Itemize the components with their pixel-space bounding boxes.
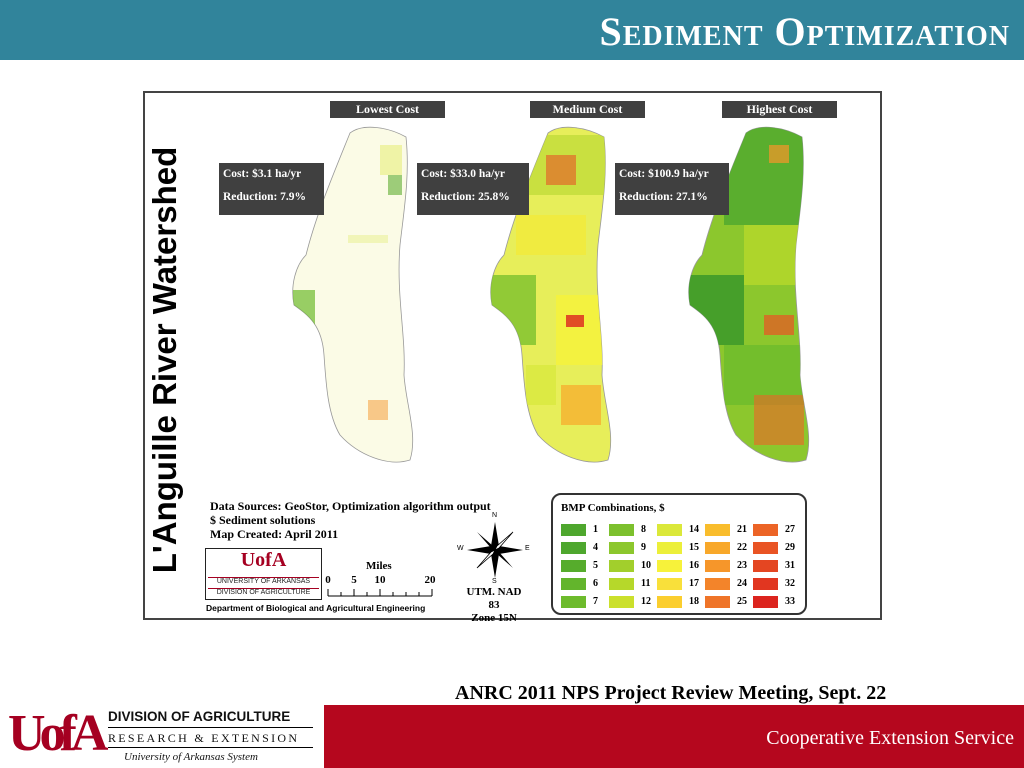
map-created: Map Created: April 2011 bbox=[210, 527, 339, 541]
projection-info: UTM. NAD 83 Zone 15N bbox=[460, 586, 528, 625]
legend-label: 4 bbox=[593, 542, 598, 553]
legend-swatch bbox=[657, 578, 682, 590]
cost-box-medium: Cost: $33.0 ha/yr Reduction: 25.8% bbox=[417, 163, 529, 215]
legend-label: 29 bbox=[785, 542, 795, 553]
legend-swatch bbox=[561, 596, 586, 608]
legend-label: 7 bbox=[593, 596, 598, 607]
legend-swatch bbox=[753, 542, 778, 554]
panel-label-lowest: Lowest Cost bbox=[330, 101, 445, 118]
legend-swatch bbox=[609, 578, 634, 590]
solutions-note: $ Sediment solutions bbox=[210, 513, 316, 527]
panel-label-highest: Highest Cost bbox=[722, 101, 837, 118]
cost-box-highest: Cost: $100.9 ha/yr Reduction: 27.1% bbox=[615, 163, 729, 215]
legend-swatch bbox=[705, 578, 730, 590]
legend-swatch bbox=[561, 524, 586, 536]
divider bbox=[108, 727, 313, 728]
legend-label: 5 bbox=[593, 560, 598, 571]
compass-s: S bbox=[492, 578, 497, 585]
legend-swatch bbox=[753, 578, 778, 590]
reduction-value: Reduction: 7.9% bbox=[223, 191, 307, 203]
university-system: University of Arkansas System bbox=[124, 751, 258, 763]
legend-label: 1 bbox=[593, 524, 598, 535]
legend-swatch bbox=[753, 596, 778, 608]
legend-label: 22 bbox=[737, 542, 747, 553]
legend-swatch bbox=[657, 524, 682, 536]
legend-swatch bbox=[753, 524, 778, 536]
scale-tick-10: 10 bbox=[374, 574, 386, 586]
legend-label: 9 bbox=[641, 542, 646, 553]
legend-label: 12 bbox=[641, 596, 651, 607]
legend-label: 27 bbox=[785, 524, 795, 535]
map-title: L'Anguille River Watershed bbox=[146, 146, 183, 574]
scale-title: Miles bbox=[366, 560, 392, 572]
cost-value: Cost: $3.1 ha/yr bbox=[223, 168, 302, 180]
data-sources: Data Sources: GeoStor, Optimization algo… bbox=[210, 499, 491, 513]
slide-title: Sediment Optimization bbox=[599, 9, 1010, 54]
scale-tick-0: 0 bbox=[325, 574, 331, 586]
legend-label: 11 bbox=[641, 578, 651, 589]
legend-swatch bbox=[705, 596, 730, 608]
legend-swatch bbox=[657, 560, 682, 572]
legend-label: 31 bbox=[785, 560, 795, 571]
legend-swatch bbox=[657, 542, 682, 554]
legend-label: 21 bbox=[737, 524, 747, 535]
service-name: Cooperative Extension Service bbox=[766, 727, 1014, 749]
divider bbox=[108, 747, 313, 748]
legend-swatch bbox=[753, 560, 778, 572]
legend-swatch bbox=[561, 578, 586, 590]
legend-label: 10 bbox=[641, 560, 651, 571]
scale-tick-20: 20 bbox=[424, 574, 436, 586]
legend-label: 16 bbox=[689, 560, 699, 571]
legend-swatch bbox=[561, 560, 586, 572]
legend-label: 15 bbox=[689, 542, 699, 553]
cost-value: Cost: $100.9 ha/yr bbox=[619, 168, 709, 180]
legend-label: 24 bbox=[737, 578, 747, 589]
reduction-value: Reduction: 25.8% bbox=[421, 191, 510, 203]
division-name: DIVISION OF AGRICULTURE bbox=[108, 709, 291, 724]
legend-swatch bbox=[705, 524, 730, 536]
department-name: Department of Biological and Agricultura… bbox=[206, 603, 426, 613]
map-metadata: Data Sources: GeoStor, Optimization algo… bbox=[210, 499, 491, 541]
compass-n: N bbox=[492, 512, 498, 519]
compass-w: W bbox=[457, 545, 464, 552]
header-bar bbox=[0, 0, 1024, 60]
legend-label: 32 bbox=[785, 578, 795, 589]
projection-line1: UTM. NAD 83 bbox=[466, 586, 522, 611]
cost-value: Cost: $33.0 ha/yr bbox=[421, 168, 506, 180]
uark-logo-mark: UofA bbox=[240, 549, 287, 571]
panel-label-medium: Medium Cost bbox=[530, 101, 645, 118]
uofa-logo: UofA bbox=[8, 705, 108, 762]
cost-box-lowest: Cost: $3.1 ha/yr Reduction: 7.9% bbox=[219, 163, 324, 215]
legend-label: 14 bbox=[689, 524, 699, 535]
legend-swatch bbox=[609, 596, 634, 608]
legend-swatch bbox=[705, 542, 730, 554]
legend-label: 17 bbox=[689, 578, 699, 589]
research-extension: RESEARCH & EXTENSION bbox=[108, 731, 300, 745]
scale-bar bbox=[327, 589, 433, 597]
legend-swatch bbox=[609, 524, 634, 536]
uark-logo-line1: UNIVERSITY OF ARKANSAS bbox=[208, 577, 319, 585]
footer-bar: Cooperative Extension Service bbox=[324, 705, 1024, 768]
legend-swatch bbox=[657, 596, 682, 608]
legend-label: 8 bbox=[641, 524, 646, 535]
north-arrow-icon bbox=[467, 522, 523, 578]
compass-e: E bbox=[525, 545, 530, 552]
bmp-legend: BMP Combinations, $ 1 4 5 6 7 8 9 10 11 12 14 15 16 1… bbox=[551, 493, 807, 615]
legend-label: 6 bbox=[593, 578, 598, 589]
uark-logo: UofA UNIVERSITY OF ARKANSAS DIVISION OF … bbox=[205, 548, 322, 600]
legend-swatch bbox=[705, 560, 730, 572]
legend-label: 33 bbox=[785, 596, 795, 607]
legend-swatch bbox=[609, 560, 634, 572]
legend-label: 18 bbox=[689, 596, 699, 607]
legend-label: 23 bbox=[737, 560, 747, 571]
projection-line2: Zone 15N bbox=[471, 612, 517, 624]
legend-title: BMP Combinations, $ bbox=[561, 502, 665, 514]
legend-label: 25 bbox=[737, 596, 747, 607]
reduction-value: Reduction: 27.1% bbox=[619, 191, 708, 203]
meeting-caption: ANRC 2011 NPS Project Review Meeting, Se… bbox=[455, 682, 887, 704]
legend-swatch bbox=[609, 542, 634, 554]
legend-swatch bbox=[561, 542, 586, 554]
uark-logo-line2: DIVISION OF AGRICULTURE bbox=[208, 588, 319, 596]
scale-tick-5: 5 bbox=[351, 574, 357, 586]
